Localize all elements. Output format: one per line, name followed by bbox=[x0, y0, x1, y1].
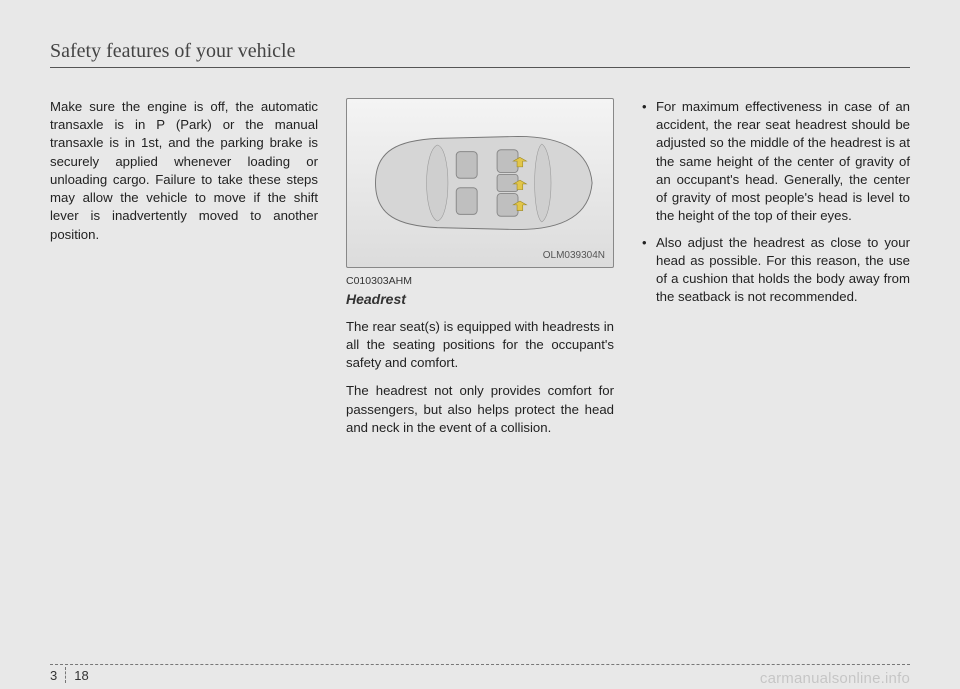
bullet-text-1: For maximum effectiveness in case of an … bbox=[656, 98, 910, 226]
bullet-dot-icon: • bbox=[642, 234, 656, 307]
page-number: 18 bbox=[74, 668, 88, 683]
subheading-headrest: Headrest bbox=[346, 290, 614, 309]
car-top-view-svg bbox=[347, 99, 613, 267]
chapter-number: 3 bbox=[50, 668, 57, 683]
content-columns: Make sure the engine is off, the auto­ma… bbox=[50, 98, 910, 447]
bullet-item-1: • For maximum effectiveness in case of a… bbox=[642, 98, 910, 226]
bullet-dot-icon: • bbox=[642, 98, 656, 226]
column-3: • For maximum effectiveness in case of a… bbox=[642, 98, 910, 447]
column-2: OLM039304N C010303AHM Headrest The rear … bbox=[346, 98, 614, 447]
bullet-text-2: Also adjust the headrest as close to you… bbox=[656, 234, 910, 307]
page-header-title: Safety features of your vehicle bbox=[50, 40, 910, 63]
col2-paragraph-2: The headrest not only provides com­fort … bbox=[346, 382, 614, 437]
pagenum-separator bbox=[65, 667, 66, 683]
header-rule bbox=[50, 67, 910, 68]
bullet-item-2: • Also adjust the headrest as close to y… bbox=[642, 234, 910, 307]
reference-code: C010303AHM bbox=[346, 274, 614, 288]
footer bbox=[50, 664, 910, 665]
watermark-text: carmanualsonline.info bbox=[760, 670, 910, 687]
col2-paragraph-1: The rear seat(s) is equipped with headre… bbox=[346, 318, 614, 373]
col1-paragraph: Make sure the engine is off, the auto­ma… bbox=[50, 98, 318, 244]
manual-page: Safety features of your vehicle Make sur… bbox=[0, 0, 960, 689]
column-1: Make sure the engine is off, the auto­ma… bbox=[50, 98, 318, 447]
footer-dashed-rule bbox=[50, 664, 910, 665]
headrest-diagram: OLM039304N bbox=[346, 98, 614, 268]
figure-code: OLM039304N bbox=[543, 249, 605, 263]
page-number-block: 3 18 bbox=[50, 667, 89, 683]
